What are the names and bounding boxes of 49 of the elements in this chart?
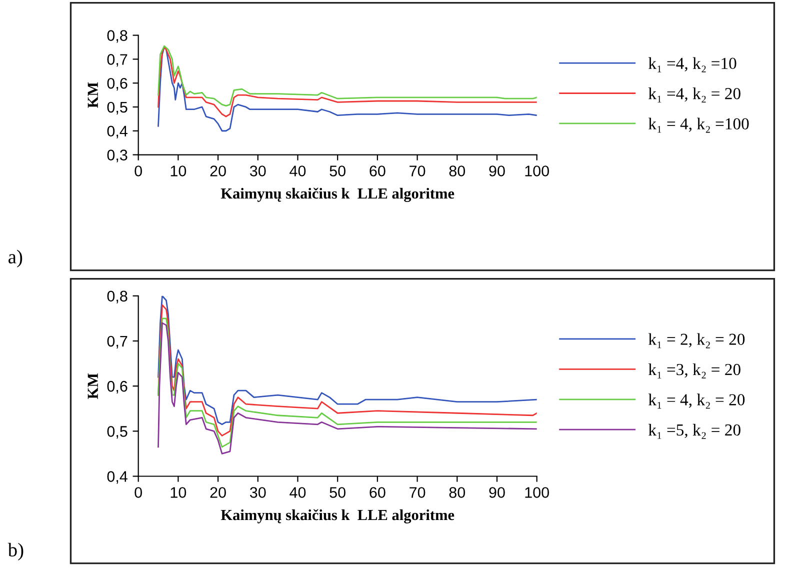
x-tick-label: 60: [370, 166, 386, 176]
x-tick-label: 10: [170, 166, 186, 176]
x-tick-label: 30: [250, 166, 266, 176]
legend-label: k₁ = 4, k₂ = 20: [648, 394, 745, 409]
x-tick-label: 50: [330, 166, 346, 176]
x-tick-label: 80: [449, 487, 466, 498]
x-tick-label: 10: [170, 487, 186, 498]
line-series: [158, 46, 537, 132]
y-tick-label: 0,3: [107, 150, 128, 162]
x-tick-label: 80: [449, 166, 466, 176]
x-tick-label: 40: [290, 487, 306, 498]
y-axis-title: KM: [88, 373, 98, 399]
y-tick-label: 0,7: [107, 54, 128, 67]
text: b): [8, 542, 24, 560]
y-tick-label: 0,6: [107, 380, 128, 394]
legend-label: k₁ =3, k₂ = 20: [648, 363, 740, 378]
y-tick-label: 0,7: [107, 336, 128, 348]
y-axis-title: KM: [88, 82, 98, 108]
legend-label: k₁ = 4, k₂ =100: [648, 118, 749, 133]
x-axis-title: Kaimynų skaičius k LLE algoritme: [220, 509, 454, 524]
x-tick-label: 40: [290, 166, 306, 176]
x-tick-label: 100: [525, 487, 549, 498]
line-series: [158, 46, 537, 118]
x-tick-label: 70: [410, 166, 426, 176]
y-tick-label: 0,5: [107, 102, 128, 114]
x-tick-label: 90: [489, 487, 505, 498]
legend-label: k₁ =4, k₂ =10: [648, 57, 736, 72]
x-tick-label: 50: [330, 487, 346, 498]
line-series: [158, 45, 537, 106]
x-tick-label: 70: [410, 487, 426, 498]
legend-label: k₁ =5, k₂ = 20: [648, 424, 740, 439]
y-tick-label: 0,6: [107, 78, 128, 91]
y-tick-label: 0,5: [107, 426, 128, 439]
x-tick-label: 20: [210, 166, 226, 176]
y-tick-label: 0,4: [107, 471, 128, 484]
x-tick-label: 100: [525, 166, 549, 176]
legend-label: k₁ = 2, k₂ = 20: [648, 333, 745, 348]
legend-label: k₁ =4, k₂ = 20: [648, 88, 740, 102]
text: a): [8, 250, 22, 268]
x-tick-label: 20: [210, 487, 226, 498]
x-tick-label: 0: [134, 487, 142, 498]
x-tick-label: 0: [134, 166, 142, 176]
y-tick-label: 0,8: [107, 30, 128, 43]
y-tick-label: 0,4: [107, 126, 128, 138]
x-tick-label: 90: [489, 166, 505, 176]
x-axis-title: Kaimynų skaičius k LLE algoritme: [220, 188, 454, 202]
x-tick-label: 60: [370, 487, 386, 498]
y-tick-label: 0,8: [107, 290, 128, 304]
x-tick-label: 30: [250, 487, 266, 498]
